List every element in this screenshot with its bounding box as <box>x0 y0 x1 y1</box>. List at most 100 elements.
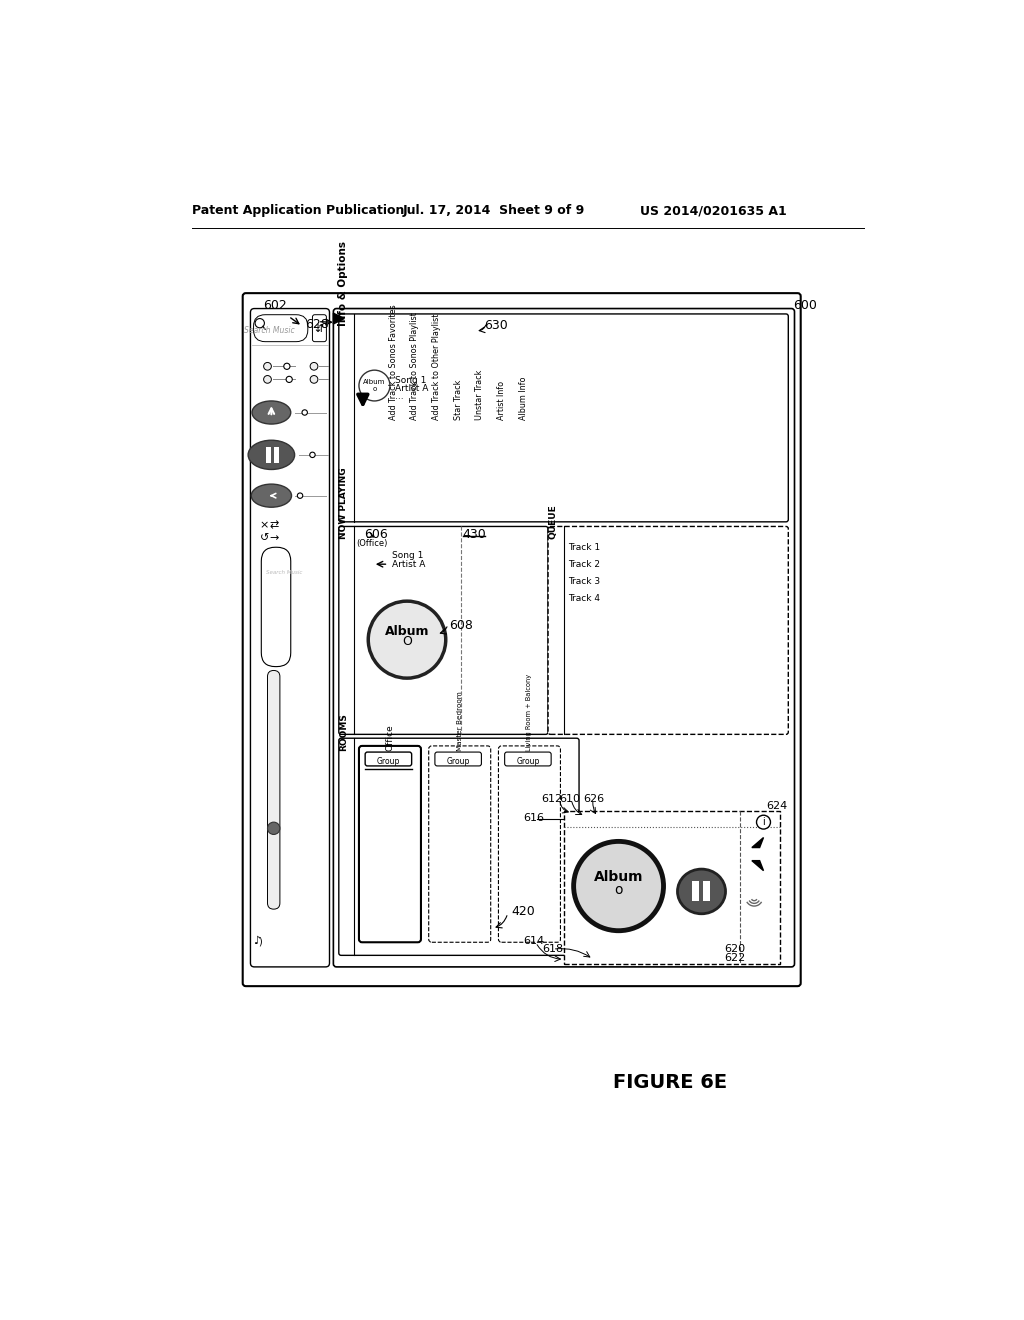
Circle shape <box>359 370 390 401</box>
Text: Star Track: Star Track <box>454 380 463 420</box>
Text: 606: 606 <box>365 528 388 541</box>
Text: 622: 622 <box>724 953 745 964</box>
Text: 628: 628 <box>305 318 329 331</box>
Text: 616: 616 <box>523 813 544 822</box>
Ellipse shape <box>251 484 292 507</box>
Polygon shape <box>752 861 764 871</box>
Text: Patent Application Publication: Patent Application Publication <box>193 205 404 218</box>
Text: ⇄: ⇄ <box>270 520 280 531</box>
Text: 608: 608 <box>450 619 473 632</box>
Bar <box>703 880 710 900</box>
Text: 618: 618 <box>543 944 564 954</box>
Text: 620: 620 <box>724 944 745 954</box>
FancyBboxPatch shape <box>366 752 412 766</box>
FancyBboxPatch shape <box>429 746 490 942</box>
FancyBboxPatch shape <box>267 671 280 909</box>
Text: Album: Album <box>385 624 429 638</box>
FancyBboxPatch shape <box>254 314 308 342</box>
Text: 614: 614 <box>523 936 545 946</box>
Circle shape <box>309 453 315 458</box>
Text: Office: Office <box>385 725 394 751</box>
Text: Info & Options: Info & Options <box>339 242 348 326</box>
Text: Add Track to Sonos Playlist: Add Track to Sonos Playlist <box>411 313 419 420</box>
Circle shape <box>369 601 445 678</box>
Circle shape <box>757 816 770 829</box>
FancyBboxPatch shape <box>339 314 788 521</box>
Bar <box>692 880 699 900</box>
Text: Living Room + Balcony: Living Room + Balcony <box>526 675 532 751</box>
Circle shape <box>263 363 271 370</box>
Circle shape <box>284 363 290 370</box>
Ellipse shape <box>678 869 726 913</box>
Text: 430: 430 <box>463 528 486 541</box>
Text: o: o <box>614 883 623 896</box>
Text: Search Music: Search Music <box>266 570 302 576</box>
Text: Group: Group <box>377 756 400 766</box>
Text: o: o <box>373 385 377 392</box>
Text: i: i <box>762 817 765 828</box>
Text: FIGURE 6E: FIGURE 6E <box>613 1073 728 1092</box>
FancyBboxPatch shape <box>339 738 579 956</box>
Text: 610: 610 <box>560 795 581 804</box>
Text: Song 1: Song 1 <box>394 376 426 385</box>
Text: Master Bedroom: Master Bedroom <box>457 692 463 751</box>
FancyBboxPatch shape <box>243 293 801 986</box>
Circle shape <box>255 318 264 327</box>
Text: 602: 602 <box>263 300 288 313</box>
Text: Artist A: Artist A <box>394 384 428 393</box>
Ellipse shape <box>248 441 295 470</box>
Text: Artist Info: Artist Info <box>497 381 506 420</box>
Text: NOW PLAYING: NOW PLAYING <box>339 467 348 539</box>
Text: Album: Album <box>594 870 643 884</box>
Text: ): ) <box>258 936 262 946</box>
Text: Search Music: Search Music <box>245 326 295 335</box>
Text: ♪: ♪ <box>254 936 261 946</box>
Polygon shape <box>752 838 764 847</box>
Text: Track 1: Track 1 <box>568 544 600 552</box>
Text: →: → <box>270 533 280 543</box>
Circle shape <box>310 376 317 383</box>
Text: Track 2: Track 2 <box>568 561 600 569</box>
Text: US 2014/0201635 A1: US 2014/0201635 A1 <box>640 205 786 218</box>
Text: Artist A: Artist A <box>391 561 425 569</box>
Ellipse shape <box>252 401 291 424</box>
Text: ...: ... <box>394 392 403 401</box>
Text: O: O <box>402 635 412 648</box>
Text: Group: Group <box>516 756 540 766</box>
FancyBboxPatch shape <box>435 752 481 766</box>
Text: Song 1: Song 1 <box>391 552 423 560</box>
Text: Jul. 17, 2014  Sheet 9 of 9: Jul. 17, 2014 Sheet 9 of 9 <box>403 205 586 218</box>
Circle shape <box>310 363 317 370</box>
Text: (Office): (Office) <box>356 539 388 548</box>
Text: Add Track to Sonos Favorites: Add Track to Sonos Favorites <box>388 305 397 420</box>
FancyBboxPatch shape <box>312 314 327 342</box>
Text: ×: × <box>260 520 269 531</box>
Text: 626: 626 <box>584 795 605 804</box>
Text: 612: 612 <box>541 795 562 804</box>
Circle shape <box>302 409 307 416</box>
FancyBboxPatch shape <box>251 309 330 966</box>
FancyBboxPatch shape <box>261 548 291 667</box>
FancyBboxPatch shape <box>505 752 551 766</box>
Circle shape <box>267 822 280 834</box>
Polygon shape <box>334 313 344 323</box>
Bar <box>273 447 280 462</box>
FancyBboxPatch shape <box>339 527 548 734</box>
Text: Album Info: Album Info <box>519 376 527 420</box>
Text: ⇵: ⇵ <box>314 323 325 334</box>
FancyBboxPatch shape <box>548 527 788 734</box>
Text: Add Track to Other Playlist: Add Track to Other Playlist <box>432 314 441 420</box>
Text: ROOMS: ROOMS <box>339 713 348 751</box>
Circle shape <box>286 376 292 383</box>
Text: 600: 600 <box>793 300 817 313</box>
Bar <box>564 812 779 964</box>
FancyBboxPatch shape <box>334 309 795 966</box>
Text: Group: Group <box>446 756 470 766</box>
Text: Album: Album <box>364 379 386 385</box>
Circle shape <box>573 841 664 931</box>
Text: Track 4: Track 4 <box>568 594 600 603</box>
FancyBboxPatch shape <box>359 746 421 942</box>
Circle shape <box>297 492 303 499</box>
Text: 624: 624 <box>766 801 787 812</box>
Text: Unstar Track: Unstar Track <box>475 370 484 420</box>
